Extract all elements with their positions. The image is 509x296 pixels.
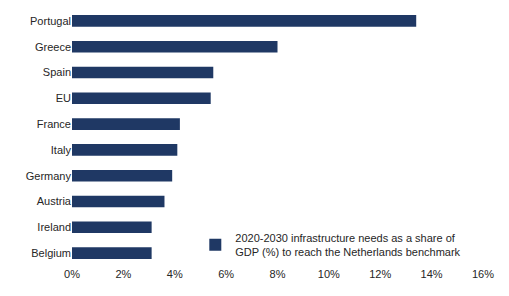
svg-text:2%: 2% [115,268,131,280]
svg-text:10%: 10% [318,268,340,280]
svg-text:4%: 4% [167,268,183,280]
svg-text:16%: 16% [472,268,494,280]
svg-text:Germany: Germany [26,170,72,182]
svg-text:Belgium: Belgium [31,247,71,259]
svg-text:12%: 12% [369,268,391,280]
svg-text:Italy: Italy [51,144,72,156]
svg-text:Spain: Spain [43,66,71,78]
svg-text:Ireland: Ireland [37,221,71,233]
svg-text:EU: EU [56,92,71,104]
svg-text:14%: 14% [421,268,443,280]
svg-text:Portugal: Portugal [30,15,71,27]
svg-text:2020-2030 infrastructure needs: 2020-2030 infrastructure needs as a shar… [235,232,460,258]
svg-text:France: France [37,118,71,130]
svg-text:8%: 8% [270,268,286,280]
svg-text:0%: 0% [64,268,80,280]
svg-text:6%: 6% [218,268,234,280]
svg-text:Austria: Austria [37,195,72,207]
svg-text:Greece: Greece [35,41,71,53]
